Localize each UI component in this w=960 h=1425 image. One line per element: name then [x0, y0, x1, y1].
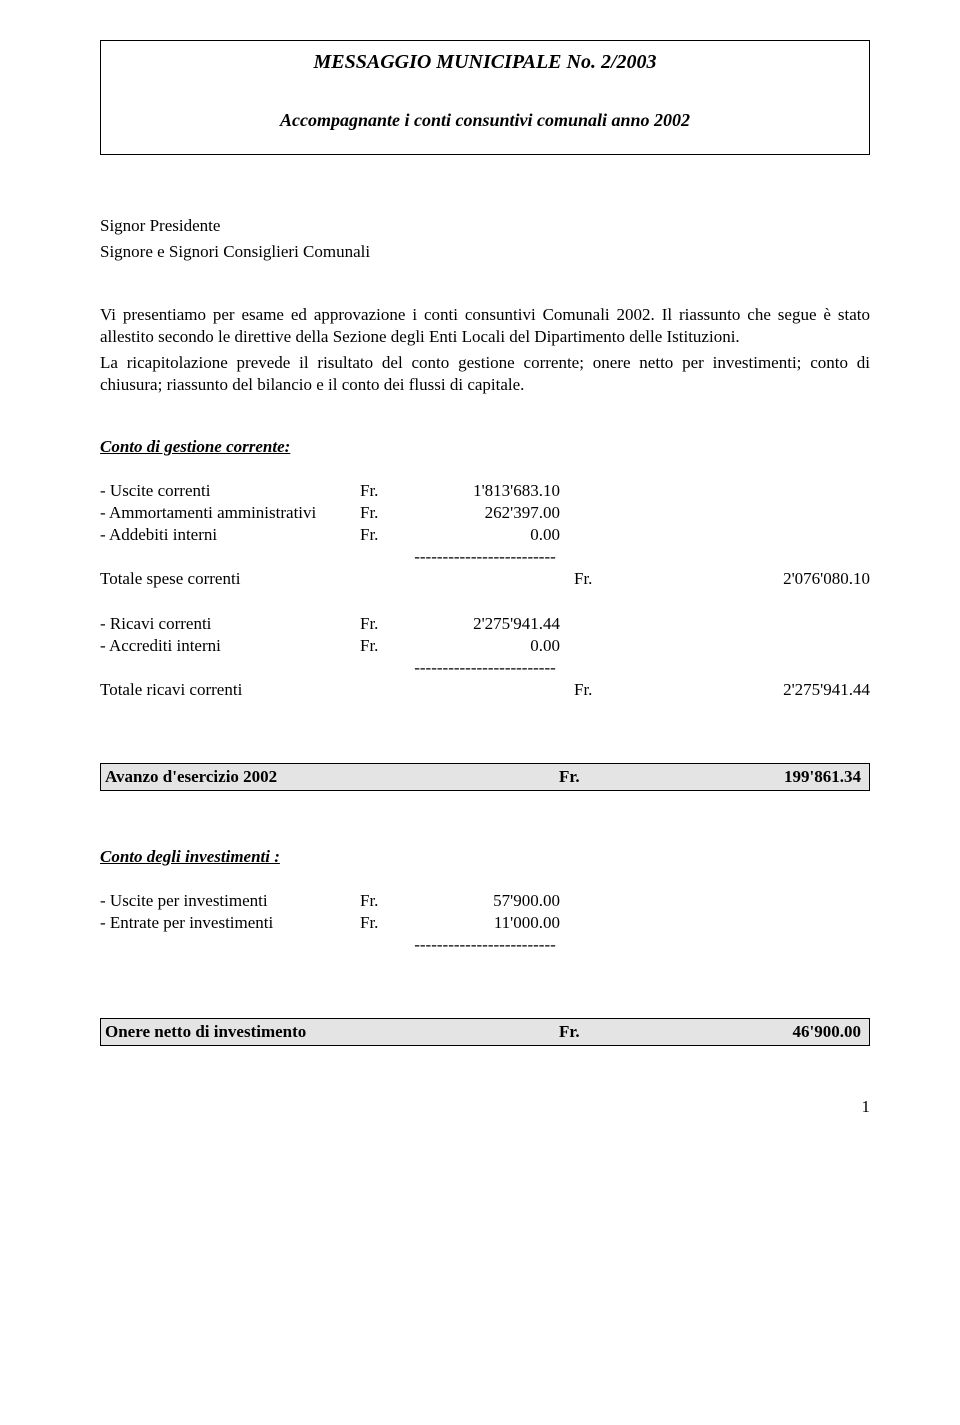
currency: Fr. [360, 890, 410, 912]
row-accrediti: - Accrediti interni Fr. 0.00 [100, 635, 870, 657]
value: 0.00 [410, 524, 560, 546]
row-totale-spese: Totale spese correnti Fr. 2'076'080.10 [100, 568, 870, 590]
currency: Fr. [360, 635, 410, 657]
value: 57'900.00 [410, 890, 560, 912]
dashes: ------------------------- [410, 546, 560, 568]
currency: Fr. [360, 502, 410, 524]
label: - Ricavi correnti [100, 613, 360, 635]
label: - Uscite correnti [100, 480, 360, 502]
row-addebiti: - Addebiti interni Fr. 0.00 [100, 524, 870, 546]
investimenti-heading: Conto degli investimenti : [100, 846, 870, 868]
salutation-block: Signor Presidente Signore e Signori Cons… [100, 215, 870, 263]
row-entrate-investimenti: - Entrate per investimenti Fr. 11'000.00 [100, 912, 870, 934]
currency: Fr. [560, 679, 620, 701]
value: 2'275'941.44 [410, 613, 560, 635]
intro-para-2: La ricapitolazione prevede il risultato … [100, 352, 870, 396]
gestione-block: Conto di gestione corrente: - Uscite cor… [100, 436, 870, 701]
currency: Fr. [545, 766, 595, 788]
row-uscite-investimenti: - Uscite per investimenti Fr. 57'900.00 [100, 890, 870, 912]
value: 46'900.00 [595, 1021, 865, 1043]
salutation-line-2: Signore e Signori Consiglieri Comunali [100, 241, 870, 263]
row-totale-ricavi: Totale ricavi correnti Fr. 2'275'941.44 [100, 679, 870, 701]
label: Totale spese correnti [100, 568, 360, 590]
currency: Fr. [360, 613, 410, 635]
row-dashes-3: ------------------------- [100, 934, 870, 956]
gestione-heading: Conto di gestione corrente: [100, 436, 870, 458]
row-ammortamenti: - Ammortamenti amministrativi Fr. 262'39… [100, 502, 870, 524]
currency: Fr. [360, 912, 410, 934]
title-box: MESSAGGIO MUNICIPALE No. 2/2003 Accompag… [100, 40, 870, 155]
avanzo-label: Avanzo d'esercizio 2002 [105, 766, 545, 788]
value: 0.00 [410, 635, 560, 657]
row-ricavi-correnti: - Ricavi correnti Fr. 2'275'941.44 [100, 613, 870, 635]
onere-label: Onere netto di investimento [105, 1021, 545, 1043]
dashes: ------------------------- [410, 934, 560, 956]
value: 2'076'080.10 [620, 568, 870, 590]
row-dashes-2: ------------------------- [100, 657, 870, 679]
label: - Accrediti interni [100, 635, 360, 657]
dashes: ------------------------- [410, 657, 560, 679]
avanzo-row: Avanzo d'esercizio 2002 Fr. 199'861.34 [100, 763, 870, 791]
intro-para-1: Vi presentiamo per esame ed approvazione… [100, 304, 870, 348]
currency: Fr. [360, 524, 410, 546]
label: - Ammortamenti amministrativi [100, 502, 360, 524]
currency: Fr. [545, 1021, 595, 1043]
value: 199'861.34 [595, 766, 865, 788]
salutation-line-1: Signor Presidente [100, 215, 870, 237]
row-uscite-correnti: - Uscite correnti Fr. 1'813'683.10 [100, 480, 870, 502]
currency: Fr. [360, 480, 410, 502]
document-title: MESSAGGIO MUNICIPALE No. 2/2003 [117, 49, 853, 75]
document-subtitle: Accompagnante i conti consuntivi comunal… [117, 109, 853, 132]
label: - Uscite per investimenti [100, 890, 360, 912]
value: 2'275'941.44 [620, 679, 870, 701]
label: - Entrate per investimenti [100, 912, 360, 934]
investimenti-block: Conto degli investimenti : - Uscite per … [100, 846, 870, 956]
intro-block: Vi presentiamo per esame ed approvazione… [100, 304, 870, 396]
label: - Addebiti interni [100, 524, 360, 546]
value: 262'397.00 [410, 502, 560, 524]
value: 1'813'683.10 [410, 480, 560, 502]
onere-row: Onere netto di investimento Fr. 46'900.0… [100, 1018, 870, 1046]
page-number: 1 [100, 1096, 870, 1118]
currency: Fr. [560, 568, 620, 590]
label: Totale ricavi correnti [100, 679, 360, 701]
value: 11'000.00 [410, 912, 560, 934]
row-dashes: ------------------------- [100, 546, 870, 568]
